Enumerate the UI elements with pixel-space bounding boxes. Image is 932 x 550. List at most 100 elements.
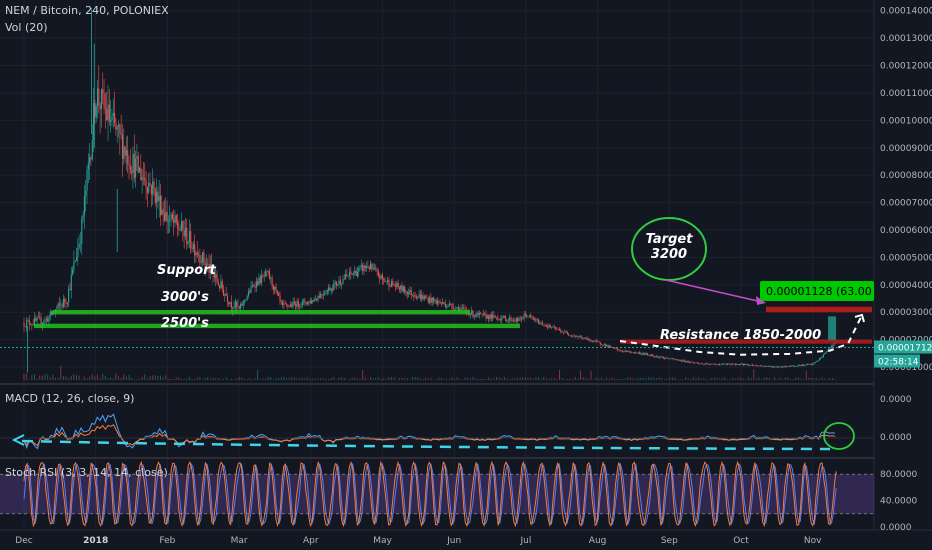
candle-body	[309, 301, 311, 304]
candle-body	[229, 302, 231, 305]
candle-body	[242, 300, 244, 306]
volume-bar	[215, 378, 217, 380]
support-band-2500[interactable]	[34, 323, 520, 329]
candle-body	[385, 281, 387, 283]
candle-body	[169, 219, 171, 222]
candle-body	[123, 146, 125, 159]
volume-bar	[291, 377, 293, 380]
candle-body	[482, 313, 485, 315]
volume-bar	[173, 379, 175, 380]
macd-title[interactable]: MACD (12, 26, close, 9)	[5, 392, 134, 405]
macd-highlight-circle[interactable]	[823, 422, 855, 450]
candle-body	[526, 315, 528, 317]
volume-bar	[700, 378, 702, 380]
candle-body	[797, 365, 800, 366]
volume-bar	[545, 378, 547, 380]
volume-bar	[792, 378, 794, 380]
candle-body	[690, 361, 692, 363]
stoch-title[interactable]: Stoch RSI (3, 3, 14, 14, close)	[5, 466, 168, 479]
candle-body	[363, 265, 365, 272]
candle-body	[43, 322, 45, 324]
volume-bar	[564, 378, 566, 380]
volume-bar	[577, 378, 579, 380]
stoch-axis-tick: 0.0000	[880, 523, 912, 533]
candle-body	[61, 304, 63, 307]
candle-body	[514, 320, 516, 322]
volume-bar	[372, 378, 374, 380]
candle-body	[501, 318, 503, 321]
candle-body	[415, 296, 418, 298]
volume-bar	[574, 377, 576, 380]
volume-bar	[304, 378, 306, 380]
volume-bar	[640, 377, 642, 380]
volume-bar	[603, 379, 605, 380]
volume-bar	[687, 378, 689, 380]
candle-body	[387, 279, 389, 282]
candle-body	[334, 281, 336, 285]
volume-bar	[740, 377, 742, 380]
candle-body	[737, 364, 739, 366]
candle-body	[291, 304, 293, 307]
candle-body	[725, 363, 727, 365]
volume-bar	[257, 369, 259, 380]
price-change-badge-text: 0.00001128 (63.00	[766, 285, 872, 298]
candle-body	[90, 157, 92, 160]
candle-body	[569, 335, 571, 336]
target-band[interactable]	[766, 306, 872, 313]
candle-body	[763, 366, 765, 367]
candle-body	[454, 309, 456, 310]
candle-body	[631, 352, 633, 354]
candle-body	[337, 284, 339, 286]
candle-body	[800, 365, 802, 366]
volume-bar	[459, 378, 461, 380]
candle-body	[730, 363, 733, 365]
volume-bar	[580, 370, 582, 380]
candle-body	[805, 364, 807, 366]
candle-body	[828, 316, 837, 341]
candle-body	[282, 302, 284, 305]
candle-body	[341, 283, 343, 285]
volume-title[interactable]: Vol (20)	[5, 21, 48, 34]
support-band-3000[interactable]	[52, 310, 470, 315]
volume-bar	[826, 379, 828, 380]
volume-bar	[196, 377, 198, 380]
candle-body	[408, 292, 410, 295]
candle-body	[667, 358, 670, 360]
candle-body	[150, 185, 152, 195]
candle-body	[589, 338, 591, 341]
candle-body	[57, 303, 59, 309]
volume-bar	[120, 377, 122, 380]
resistance-band[interactable]	[620, 339, 872, 344]
candle-body	[97, 88, 99, 107]
volume-bar	[601, 377, 603, 380]
volume-bar	[587, 378, 589, 380]
candle-body	[209, 264, 211, 273]
candle-body	[502, 315, 504, 319]
candle-body	[250, 286, 252, 293]
candle-body	[166, 211, 168, 222]
candle-body	[429, 297, 431, 303]
target-label-line1: Target	[646, 232, 694, 247]
volume-bar	[771, 379, 773, 380]
candle-body	[112, 112, 114, 117]
volume-bar	[734, 378, 736, 380]
candle-body	[418, 294, 420, 297]
volume-bar	[220, 379, 222, 380]
volume-bar	[737, 377, 739, 380]
candle-body	[394, 285, 397, 287]
candle-body	[44, 319, 46, 323]
candle-body	[604, 344, 607, 347]
candle-body	[255, 281, 257, 288]
candle-body	[724, 363, 726, 365]
candle-body	[28, 320, 30, 325]
volume-bar	[658, 377, 660, 380]
volume-bar	[435, 379, 437, 380]
volume-bar	[94, 376, 96, 380]
candle-body	[23, 323, 25, 327]
candle-body	[748, 364, 750, 366]
candle-body	[423, 296, 425, 300]
candle-body	[146, 187, 148, 193]
volume-bar	[272, 379, 274, 380]
symbol-title[interactable]: NEM / Bitcoin, 240, POLONIEX	[5, 4, 169, 17]
